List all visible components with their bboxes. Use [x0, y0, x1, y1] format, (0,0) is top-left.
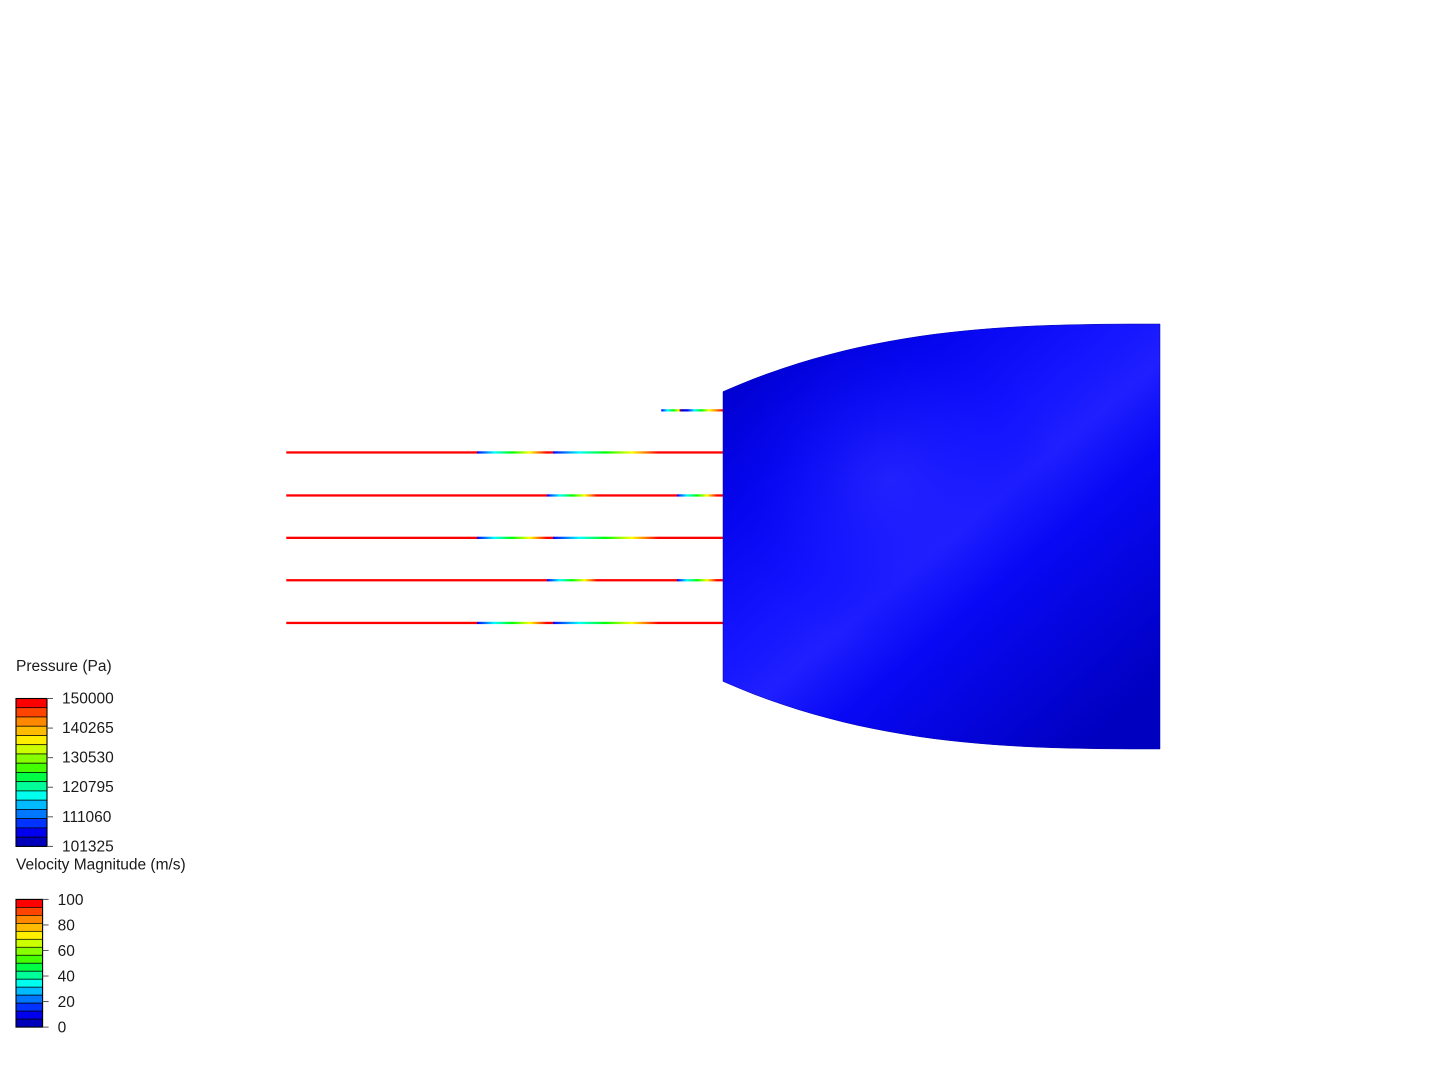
svg-text:111060: 111060 — [62, 809, 112, 826]
svg-text:120795: 120795 — [62, 779, 114, 796]
svg-text:0: 0 — [58, 1020, 67, 1037]
svg-text:Pressure (Pa): Pressure (Pa) — [16, 658, 112, 675]
svg-text:130530: 130530 — [62, 750, 114, 767]
svg-text:101325: 101325 — [62, 838, 114, 855]
svg-text:40: 40 — [58, 969, 76, 986]
svg-text:20: 20 — [58, 994, 76, 1011]
svg-text:150000: 150000 — [62, 691, 114, 708]
svg-text:Velocity Magnitude (m/s): Velocity Magnitude (m/s) — [16, 857, 186, 874]
svg-text:60: 60 — [58, 943, 76, 960]
svg-text:140265: 140265 — [62, 720, 114, 737]
svg-text:80: 80 — [58, 917, 76, 934]
svg-text:100: 100 — [58, 892, 84, 909]
